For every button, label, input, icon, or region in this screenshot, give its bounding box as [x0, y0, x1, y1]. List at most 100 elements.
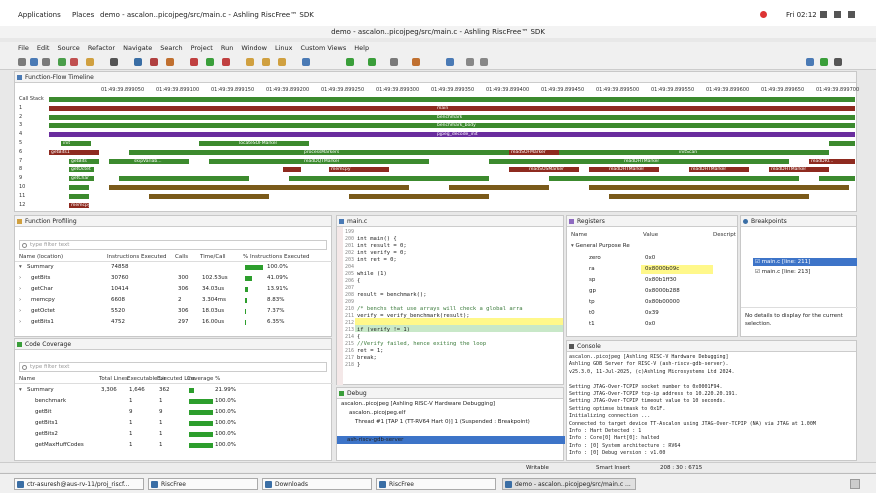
- notification-icon[interactable]: [760, 11, 767, 18]
- places-menu[interactable]: Places: [72, 11, 95, 19]
- profiling-row[interactable]: › getBits 30760 300 102.53us 41.09%: [15, 274, 333, 284]
- new-icon[interactable]: [18, 58, 26, 66]
- menu-file[interactable]: File: [18, 44, 29, 52]
- step-return-icon[interactable]: [278, 58, 286, 66]
- debug-icon[interactable]: [70, 58, 78, 66]
- code-area[interactable]: 199 200 int main() {201 int result = 0; 202…: [337, 229, 565, 379]
- timeline-bar[interactable]: getBits: [69, 158, 99, 164]
- timeline-bar[interactable]: getOctet: [69, 167, 94, 173]
- taskbar-riscfree-2[interactable]: RiscFree: [376, 478, 496, 490]
- debug-tree-item[interactable]: ascalon..picojpeg.elf: [349, 410, 406, 416]
- profiling-filter[interactable]: type filter text: [19, 240, 327, 250]
- code-line[interactable]: result = benchmark();: [357, 292, 427, 298]
- timeline-bar[interactable]: [589, 185, 849, 190]
- timeline-bar[interactable]: memcpy: [329, 167, 389, 173]
- volume-icon[interactable]: [834, 11, 841, 18]
- code-line[interactable]: if (verify != 1): [357, 327, 410, 333]
- profiling-row[interactable]: ▾ Summary 74858 100.0%: [15, 263, 333, 273]
- timeline-bar[interactable]: [289, 176, 489, 182]
- expand-arrow-icon[interactable]: ›: [19, 286, 22, 292]
- timeline-bar[interactable]: benchmark: [49, 114, 855, 120]
- timeline-bar[interactable]: getChar: [69, 176, 94, 182]
- profiling-row[interactable]: › memcpy 6608 2 3.304ms 8.83%: [15, 296, 333, 306]
- timeline-bar[interactable]: [819, 176, 855, 182]
- terminal-icon[interactable]: [110, 58, 118, 66]
- timeline-bar[interactable]: [119, 176, 249, 182]
- run-icon[interactable]: [346, 58, 354, 66]
- register-value[interactable]: 0x80b00000: [645, 299, 680, 305]
- debug-tree-item[interactable]: ascalon..picojpeg [Ashling RISC-V Hardwa…: [341, 401, 496, 407]
- profiling-row[interactable]: › getBits1 4752 297 16.00us 6.35%: [15, 318, 333, 328]
- debug-tree-item[interactable]: ash-riscv-gdb-server: [347, 437, 404, 443]
- debug-tree-item[interactable]: main() at main.c:211 0x800080a4: [363, 428, 458, 434]
- taskbar-riscfree-1[interactable]: RiscFree: [148, 478, 258, 490]
- taskbar-demo-window[interactable]: demo - ascalon..picojpeg/src/main.c ...: [502, 478, 636, 490]
- code-line[interactable]: verify = verify_benchmark(result);: [357, 313, 470, 319]
- coverage-row[interactable]: getMaxHuffCodes 1 1 100.0%: [15, 441, 333, 451]
- search-tool-icon[interactable]: [412, 58, 420, 66]
- power-icon[interactable]: [848, 11, 855, 18]
- timeline-bar[interactable]: [109, 185, 409, 190]
- menu-custom-views[interactable]: Custom Views: [300, 44, 347, 52]
- timeline-bar[interactable]: [549, 176, 799, 182]
- timeline-bar[interactable]: initScan: [559, 149, 829, 155]
- timeline-bar[interactable]: init: [61, 141, 91, 146]
- code-line[interactable]: /* benchs that use arrays will check a g…: [357, 306, 523, 312]
- timeline-bar[interactable]: locateSOFMarker: [199, 141, 309, 146]
- timeline-bar[interactable]: [349, 193, 489, 199]
- timeline-bar[interactable]: readDRI...: [809, 158, 855, 164]
- timeline-bar[interactable]: memcpy: [69, 202, 91, 208]
- save-icon[interactable]: [30, 58, 38, 66]
- timeline-bar[interactable]: [69, 193, 89, 199]
- timeline-bar[interactable]: skipVariab...: [109, 158, 189, 164]
- timeline-bar[interactable]: pjpeg_decode_init: [49, 132, 855, 138]
- collapse-arrow-icon[interactable]: ▾: [19, 387, 22, 393]
- build-icon[interactable]: [58, 58, 66, 66]
- workspace-switcher-icon[interactable]: [850, 479, 860, 489]
- register-value[interactable]: 0x39: [645, 310, 659, 316]
- menu-project[interactable]: Project: [190, 44, 213, 52]
- trace-icon[interactable]: [190, 58, 198, 66]
- profiling-row[interactable]: › getOctet 5520 306 18.03us 7.37%: [15, 307, 333, 317]
- debug-tree[interactable]: ascalon..picojpeg [Ashling RISC-V Hardwa…: [337, 401, 565, 461]
- menu-help[interactable]: Help: [354, 44, 370, 52]
- tool-icon[interactable]: [166, 58, 174, 66]
- debug-tab[interactable]: Debug: [337, 388, 563, 399]
- timeline-bar[interactable]: readDHTMarker: [689, 167, 749, 173]
- menu-refactor[interactable]: Refactor: [87, 44, 116, 52]
- print-icon[interactable]: [42, 58, 50, 66]
- disassembly-icon[interactable]: [302, 58, 310, 66]
- menu-window[interactable]: Window: [241, 44, 267, 52]
- nav-back-icon[interactable]: [466, 58, 474, 66]
- chip-icon[interactable]: [134, 58, 142, 66]
- register-group[interactable]: ▾ General Purpose Re: [571, 243, 630, 249]
- expand-arrow-icon[interactable]: ›: [19, 308, 22, 314]
- timeline-bar[interactable]: benchmark_body: [49, 123, 855, 129]
- coverage-row[interactable]: ▾ Summary 3,306 1,646 362 21.99%: [15, 386, 333, 396]
- code-line[interactable]: int main() {: [357, 236, 397, 242]
- debug-perspective-icon[interactable]: [820, 58, 828, 66]
- code-line[interactable]: }: [357, 362, 361, 368]
- console-output[interactable]: ascalon..picojpeg [Ashling RISC-V Hardwa…: [569, 354, 856, 460]
- applications-menu[interactable]: Applications: [18, 11, 61, 19]
- code-line[interactable]: int verify = 0;: [357, 250, 407, 256]
- timeline-bar[interactable]: readSOFMarker: [509, 149, 559, 155]
- timeline-bar[interactable]: [283, 167, 301, 173]
- breakpoint-item[interactable]: ☑ main.c [line: 211]: [755, 259, 810, 265]
- menu-run[interactable]: Run: [220, 44, 234, 52]
- menu-navigate[interactable]: Navigate: [123, 44, 153, 52]
- timeline-bar[interactable]: readDQTMarker: [209, 158, 429, 164]
- menu-source[interactable]: Source: [57, 44, 80, 52]
- nav-forward-icon[interactable]: [480, 58, 488, 66]
- timeline-bar[interactable]: [609, 193, 809, 199]
- c-perspective-icon[interactable]: [834, 58, 842, 66]
- profiling-tab[interactable]: Function Profiling: [15, 216, 331, 227]
- timeline-bar[interactable]: readDHTMarker: [769, 167, 829, 173]
- timeline-bar[interactable]: [829, 141, 855, 146]
- debug-tree-item[interactable]: Thread #1 [TAP 1 (TT-RV64 Hart 0)] 1 (Su…: [355, 419, 530, 425]
- timeline-bar[interactable]: [149, 193, 269, 199]
- step-over-icon[interactable]: [262, 58, 270, 66]
- registers-tab[interactable]: Registers: [567, 216, 737, 227]
- timeline-bar[interactable]: [69, 185, 89, 190]
- expand-arrow-icon[interactable]: ›: [19, 297, 22, 303]
